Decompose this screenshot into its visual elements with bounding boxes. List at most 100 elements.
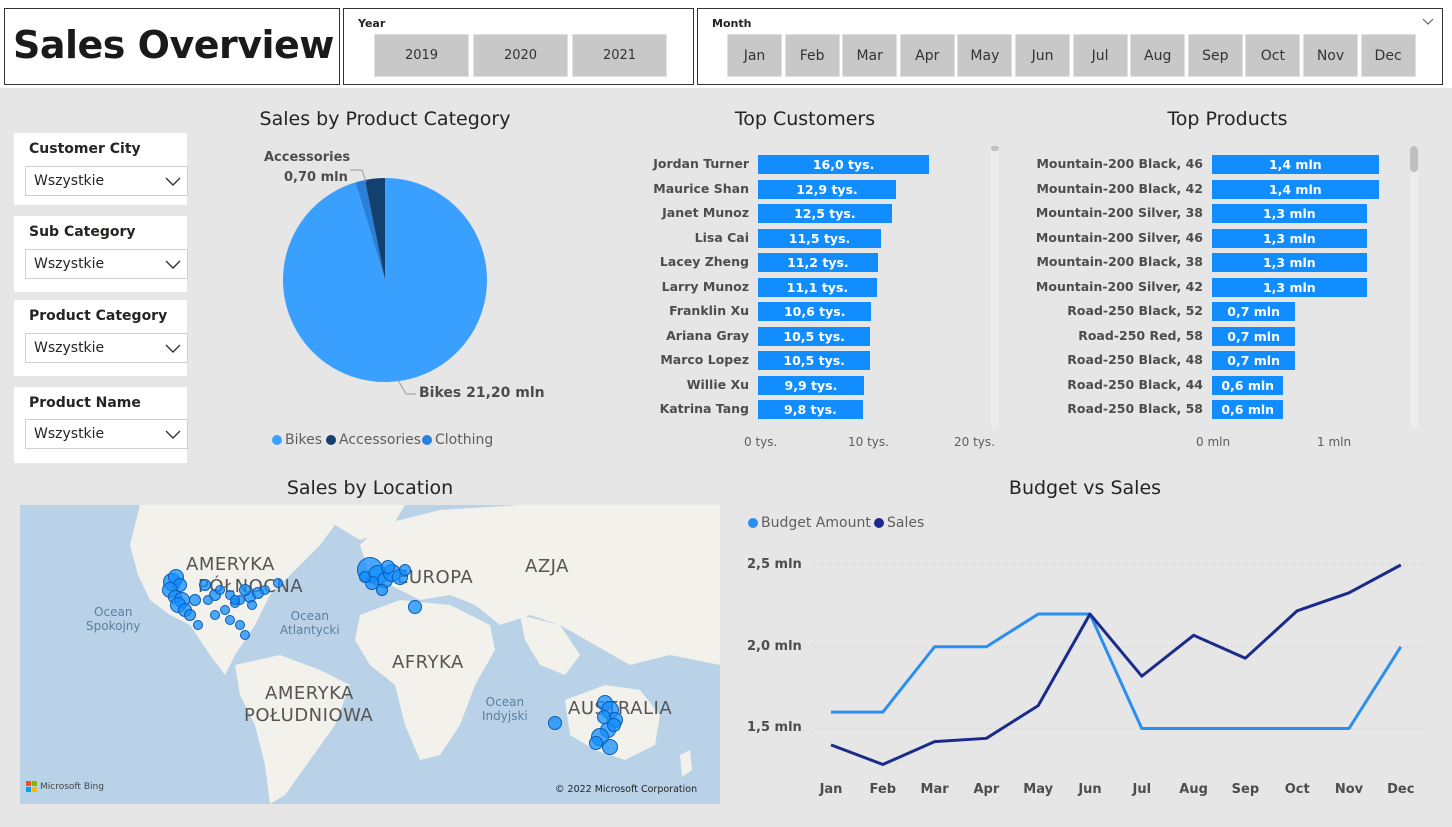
sales-map[interactable]: AMERYKA PÓŁNOCNA EUROPA AZJA AFRYKA AMER… bbox=[20, 505, 720, 804]
map-bubble[interactable] bbox=[607, 718, 621, 732]
map-bubble[interactable] bbox=[602, 739, 618, 755]
customer-label: Maurice Shan bbox=[653, 180, 749, 196]
month-jul-button[interactable]: Jul bbox=[1072, 34, 1128, 77]
customer-label: Franklin Xu bbox=[669, 303, 749, 318]
map-copyright: © 2022 Microsoft Corporation bbox=[555, 784, 698, 795]
map-bubble[interactable] bbox=[589, 736, 603, 750]
month-mar-button[interactable]: Mar bbox=[842, 34, 898, 77]
product-category-dropdown[interactable]: Wszystkie bbox=[25, 333, 188, 363]
customer-bar[interactable]: 11,5 tys. bbox=[758, 228, 882, 248]
map-bubble[interactable] bbox=[408, 600, 422, 614]
map-bubble[interactable] bbox=[199, 579, 211, 591]
map-bubble[interactable] bbox=[597, 710, 611, 724]
month-jan-button[interactable]: Jan bbox=[727, 34, 782, 77]
scrollbar-thumb[interactable] bbox=[1410, 146, 1418, 172]
month-nov-button[interactable]: Nov bbox=[1303, 34, 1358, 77]
product-bar[interactable]: 1,4 mln bbox=[1212, 155, 1379, 174]
sub-category-dropdown[interactable]: Wszystkie bbox=[25, 249, 188, 279]
customer-bar[interactable]: 12,5 tys. bbox=[758, 204, 892, 223]
map-bubble[interactable] bbox=[240, 630, 250, 640]
map-bubble[interactable] bbox=[193, 620, 203, 630]
product-bar[interactable]: 0,7 mln bbox=[1212, 326, 1296, 346]
month-feb-button[interactable]: Feb bbox=[784, 34, 840, 77]
map-bubble[interactable] bbox=[548, 716, 562, 730]
map-bubble[interactable] bbox=[220, 605, 230, 615]
customer-bar[interactable]: 10,5 tys. bbox=[758, 326, 871, 346]
pie-chart-title: Sales by Product Category bbox=[259, 108, 511, 130]
map-bubble[interactable] bbox=[203, 595, 213, 605]
scrollbar-thumb[interactable] bbox=[991, 146, 999, 151]
map-bubble[interactable] bbox=[381, 560, 395, 574]
products-scrollbar[interactable] bbox=[1410, 146, 1418, 428]
product-label: Mountain-200 Black, 38 bbox=[1036, 254, 1203, 269]
month-may-button[interactable]: May bbox=[957, 34, 1013, 77]
year-2020-button[interactable]: 2020 bbox=[473, 34, 568, 77]
product-label: Mountain-200 Silver, 42 bbox=[1035, 278, 1203, 294]
filter-sub-category: Sub Category Wszystkie bbox=[14, 216, 188, 292]
customer-bar[interactable]: 16,0 tys. bbox=[758, 155, 930, 174]
customer-bar[interactable]: 9,8 tys. bbox=[758, 400, 863, 419]
customer-bar[interactable]: 11,2 tys. bbox=[758, 253, 878, 272]
filter-customer-city: Customer City Wszystkie bbox=[14, 133, 188, 205]
month-aug-button[interactable]: Aug bbox=[1130, 34, 1186, 77]
product-bar[interactable]: 0,7 mln bbox=[1212, 302, 1296, 321]
product-bar[interactable]: 0,6 mln bbox=[1212, 375, 1284, 395]
month-dec-button[interactable]: Dec bbox=[1360, 34, 1416, 77]
customer-bar[interactable]: 10,6 tys. bbox=[758, 302, 872, 321]
year-2021-button[interactable]: 2021 bbox=[572, 34, 667, 77]
pie-slice-clothing[interactable] bbox=[355, 179, 385, 280]
line-series-sales[interactable] bbox=[830, 563, 1402, 766]
product-bar[interactable]: 1,3 mln bbox=[1212, 277, 1367, 297]
map-bubble[interactable] bbox=[376, 584, 388, 596]
line-x-tick: Mar bbox=[920, 782, 949, 797]
map-bubble[interactable] bbox=[215, 585, 225, 595]
map-bubble[interactable] bbox=[210, 610, 220, 620]
map-bubble[interactable] bbox=[225, 615, 235, 625]
month-apr-button[interactable]: Apr bbox=[899, 34, 955, 77]
line-series-budget-amount[interactable] bbox=[831, 612, 1403, 730]
customers-scrollbar[interactable] bbox=[991, 146, 999, 428]
map-bubble[interactable] bbox=[273, 578, 283, 588]
year-2019-button[interactable]: 2019 bbox=[374, 34, 469, 77]
customer-label: Jordan Turner bbox=[653, 156, 749, 171]
product-bar[interactable]: 1,3 mln bbox=[1212, 253, 1367, 272]
product-bar[interactable]: 1,3 mln bbox=[1212, 204, 1367, 223]
customers-axis-tick: 0 tys. bbox=[744, 435, 778, 449]
customer-bar[interactable]: 11,1 tys. bbox=[758, 277, 877, 297]
legend-sales[interactable]: Sales bbox=[874, 515, 924, 531]
customer-bar[interactable]: 10,5 tys. bbox=[758, 351, 871, 370]
map-bubble[interactable] bbox=[189, 594, 201, 606]
product-bar[interactable]: 1,4 mln bbox=[1212, 179, 1379, 199]
pie-slice-accessories[interactable] bbox=[364, 178, 385, 280]
legend-dot bbox=[874, 518, 884, 528]
map-bubble[interactable] bbox=[239, 584, 251, 596]
legend-budget[interactable]: Budget Amount bbox=[748, 515, 871, 531]
map-bubble[interactable] bbox=[184, 609, 196, 621]
top-products-title: Top Products bbox=[1167, 108, 1288, 130]
map-bubble[interactable] bbox=[359, 571, 371, 583]
month-jun-button[interactable]: Jun bbox=[1015, 34, 1070, 77]
product-name-dropdown[interactable]: Wszystkie bbox=[25, 419, 188, 449]
map-ocean-pacific: Ocean Spokojny bbox=[86, 605, 140, 633]
map-bubble[interactable] bbox=[399, 564, 411, 576]
customer-label: Lacey Zheng bbox=[659, 254, 749, 269]
ocean-word: Ocean bbox=[290, 609, 330, 623]
pie-slice-bikes[interactable] bbox=[282, 178, 487, 382]
legend-bikes[interactable]: Bikes bbox=[272, 432, 322, 448]
customer-city-dropdown[interactable]: Wszystkie bbox=[25, 166, 188, 196]
legend-accessories[interactable]: Accessories bbox=[326, 432, 421, 448]
customer-bar[interactable]: 12,9 tys. bbox=[758, 179, 897, 199]
legend-clothing[interactable]: Clothing bbox=[422, 432, 493, 448]
product-bar[interactable]: 0,7 mln bbox=[1212, 351, 1296, 370]
map-bubble[interactable] bbox=[247, 600, 257, 610]
map-bubble[interactable] bbox=[235, 620, 245, 630]
chevron-down-icon[interactable] bbox=[1422, 15, 1434, 27]
month-sep-button[interactable]: Sep bbox=[1187, 34, 1243, 77]
map-bubble[interactable] bbox=[230, 595, 240, 605]
product-label: Mountain-200 Silver, 46 bbox=[1035, 229, 1203, 245]
customer-bar[interactable]: 9,9 tys. bbox=[758, 375, 864, 395]
product-bar[interactable]: 1,3 mln bbox=[1212, 228, 1367, 248]
product-bar[interactable]: 0,6 mln bbox=[1212, 400, 1284, 419]
map-bubble[interactable] bbox=[260, 585, 270, 595]
month-oct-button[interactable]: Oct bbox=[1245, 34, 1301, 77]
